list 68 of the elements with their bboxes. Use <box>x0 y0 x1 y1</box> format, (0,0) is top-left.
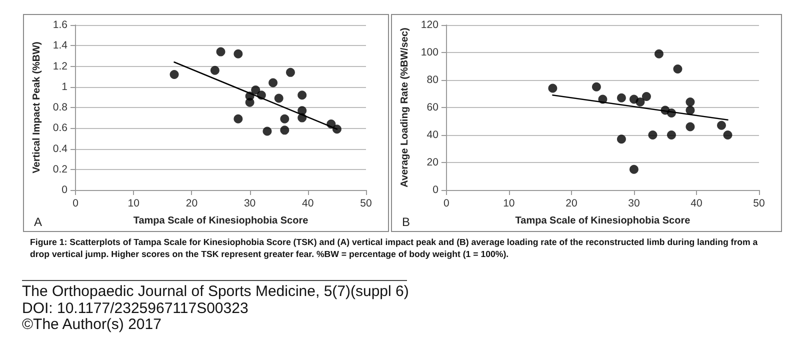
point <box>616 93 626 102</box>
y-tick-label: 100 <box>420 46 439 58</box>
x-tick-label: 40 <box>302 198 314 210</box>
point <box>216 47 226 56</box>
y-tick-label: 40 <box>426 129 439 141</box>
y-tick-label: 20 <box>426 156 439 168</box>
x-tick-label: 40 <box>690 198 702 210</box>
y-axis-title: Vertical Impact Peak (%BW) <box>32 42 42 174</box>
x-tick-label: 10 <box>128 198 140 210</box>
point <box>686 98 695 106</box>
point <box>251 85 260 94</box>
y-tick-label: 0 <box>432 184 439 196</box>
y-tick-label: 0 <box>62 184 68 196</box>
point <box>234 49 243 58</box>
point <box>280 114 290 124</box>
y-tick-label: 0.8 <box>52 102 68 114</box>
y-tick-label: 0.6 <box>52 122 68 134</box>
point <box>298 90 307 100</box>
point <box>723 130 732 140</box>
x-tick-label: 30 <box>628 198 640 210</box>
y-tick-label: 0.4 <box>52 142 68 155</box>
point <box>280 126 290 135</box>
text: DOI: 10.1177/2325967117S00323 <box>22 300 250 317</box>
x-tick-label: 50 <box>753 198 765 210</box>
point <box>268 78 278 88</box>
point <box>654 49 664 58</box>
x-axis-title: Tampa Scale of Kinesiophobia Score <box>133 216 309 226</box>
y-tick-label: 1.6 <box>52 19 68 31</box>
text: ©The Author(s) 2017 <box>22 316 162 334</box>
point <box>210 66 220 75</box>
point <box>592 82 601 92</box>
point <box>234 114 243 124</box>
x-tick-label: 20 <box>186 198 198 210</box>
point <box>286 68 295 77</box>
text: A <box>34 215 42 229</box>
point <box>673 64 682 74</box>
point <box>616 134 626 144</box>
y-tick-label: 120 <box>420 19 439 31</box>
x-tick-label: 20 <box>566 198 578 210</box>
point <box>717 120 726 130</box>
point <box>686 122 695 132</box>
point <box>170 70 179 79</box>
point <box>686 106 695 115</box>
x-tick-label: 0 <box>72 198 79 210</box>
point <box>666 130 676 140</box>
x-tick-label: 0 <box>443 198 450 210</box>
point <box>245 98 254 107</box>
point <box>274 94 284 103</box>
text: B <box>402 215 410 229</box>
point <box>636 98 645 106</box>
caption: Figure 1: Scatterplots of Tampa Scale for Kinesiophobia Score (TSK) and (A) vertical impact peak and (B) average loading rate of the reconstructed limb during landing from a drop vertical jump. Higher scores on the TSK represent greater fear. %BW = percentage of body weight (1 = 100%). <box>30 236 759 260</box>
point <box>548 84 558 93</box>
y-axis-title: Average Loading Rate (%BW/sec) <box>400 28 410 188</box>
point <box>629 164 638 174</box>
text: The Orthopaedic Journal of Sports Medicine, 5(7)(suppl 6) <box>22 283 409 300</box>
y-tick-label: 1.4 <box>52 40 68 52</box>
x-tick-label: 10 <box>503 198 515 210</box>
y-tick-label: 60 <box>426 102 439 114</box>
y-tick-label: 0.2 <box>52 163 68 176</box>
point <box>648 130 658 140</box>
x-tick-label: 50 <box>360 198 372 210</box>
y-tick-label: 1 <box>62 80 68 93</box>
point <box>262 126 272 136</box>
point <box>642 92 651 101</box>
x-axis-title: Tampa Scale of Kinesiophobia Score <box>515 216 691 226</box>
y-tick-label: 1.2 <box>52 60 68 72</box>
x-tick-label: 30 <box>244 198 256 210</box>
y-tick-label: 80 <box>426 74 439 86</box>
